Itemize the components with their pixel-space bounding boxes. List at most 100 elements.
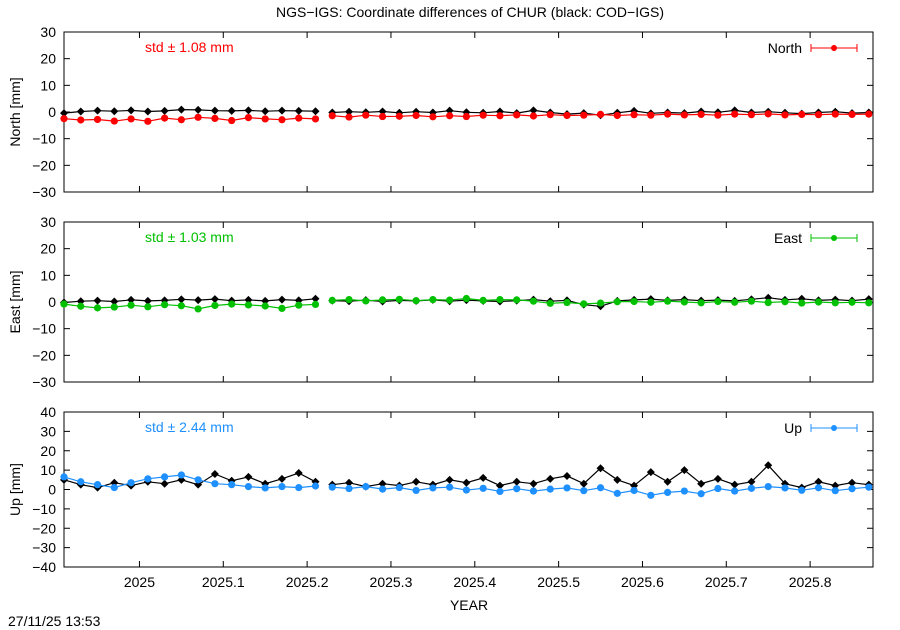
data-point: [613, 489, 621, 497]
series-line: [63, 472, 316, 489]
data-point: [731, 298, 739, 306]
panel-north: 30 20 10 0 −10 −20 −30 North [mm] std ± 1.08 mm N…: [7, 24, 874, 200]
data-point: [563, 471, 572, 480]
data-point: [127, 479, 135, 487]
data-point: [512, 477, 521, 486]
data-point: [865, 110, 873, 118]
data-point: [311, 294, 320, 303]
data-point: [161, 301, 169, 309]
data-point: [747, 484, 756, 492]
data-point: [378, 479, 387, 488]
data-point: [513, 485, 521, 493]
data-point: [77, 478, 85, 486]
data-point: [311, 482, 320, 490]
data-point: [412, 477, 421, 486]
data-point: [664, 488, 672, 497]
data-point: [714, 111, 722, 119]
data-point: [345, 107, 354, 116]
data-point: [295, 114, 303, 122]
data-point: [848, 478, 857, 487]
y-tick-label: 0: [48, 104, 56, 120]
series-line: [63, 298, 316, 304]
data-point: [244, 472, 253, 481]
data-point: [311, 107, 320, 116]
data-point: [295, 483, 303, 492]
y-tick-label: −20: [32, 520, 56, 536]
data-point: [395, 112, 403, 120]
y-axis-label: Up [mm]: [7, 463, 23, 516]
data-point: [60, 109, 68, 118]
data-point: [210, 295, 219, 304]
data-point: [277, 106, 286, 115]
data-point: [345, 113, 353, 121]
data-point: [764, 482, 772, 491]
x-tick-label: 2025.8: [789, 574, 832, 590]
series-line: [63, 116, 316, 122]
data-point: [446, 483, 454, 491]
data-point: [278, 304, 286, 312]
data-point: [814, 477, 823, 486]
panel-east: 30 20 10 0 −10 −20 −30 East [mm] std ± 1.03 mm Ea…: [7, 214, 874, 390]
data-point: [345, 296, 353, 304]
data-point: [127, 295, 136, 304]
data-point: [697, 479, 706, 488]
y-tick-label: −40: [32, 559, 56, 575]
data-point: [76, 297, 85, 306]
data-point: [680, 466, 689, 475]
data-point: [76, 107, 85, 116]
data-point: [362, 111, 370, 119]
data-point: [798, 110, 806, 118]
data-point: [546, 111, 554, 119]
data-point: [664, 297, 672, 305]
data-point: [865, 483, 873, 491]
x-axis-label: YEAR: [450, 597, 488, 613]
data-point: [730, 480, 739, 489]
data-point: [60, 473, 68, 481]
data-point: [798, 299, 806, 307]
data-point: [345, 484, 353, 493]
y-axis-label: East [mm]: [7, 270, 23, 333]
y-tick-label: 0: [48, 294, 56, 310]
data-point: [294, 469, 303, 478]
series-ngs-igs: [60, 294, 873, 313]
data-point: [664, 110, 672, 118]
data-point: [781, 298, 789, 306]
x-tick-label: 2025.5: [537, 574, 580, 590]
data-point: [412, 297, 420, 305]
data-point: [529, 112, 538, 120]
data-point: [680, 298, 688, 306]
data-point: [278, 116, 286, 124]
data-point: [831, 110, 839, 118]
data-point: [731, 487, 739, 495]
y-tick-label: 40: [40, 404, 56, 420]
legend-label: Up: [784, 420, 802, 436]
y-tick-label: 30: [40, 423, 56, 439]
x-tick-label: 2025: [124, 574, 155, 590]
data-point: [831, 481, 840, 490]
data-point: [529, 487, 538, 495]
data-point: [714, 297, 722, 306]
data-point: [546, 485, 554, 493]
data-point: [311, 115, 320, 123]
data-point: [194, 476, 202, 484]
data-point: [831, 487, 839, 495]
data-point: [697, 299, 705, 307]
data-point: [244, 482, 253, 491]
data-point: [429, 113, 437, 121]
data-point: [143, 296, 152, 305]
data-point: [261, 302, 269, 310]
x-tick-label: 2025.3: [370, 574, 413, 590]
data-point: [294, 106, 303, 115]
data-point: [228, 481, 236, 489]
data-point: [378, 296, 387, 304]
data-point: [781, 484, 789, 492]
data-point: [362, 482, 370, 491]
y-tick-label: −30: [32, 184, 56, 200]
data-point: [144, 303, 152, 311]
y-tick-label: −20: [32, 347, 56, 363]
data-point: [227, 106, 236, 115]
data-point: [110, 297, 119, 306]
data-point: [194, 296, 203, 305]
data-point: [211, 114, 219, 122]
x-tick-label: 2025.7: [705, 574, 748, 590]
